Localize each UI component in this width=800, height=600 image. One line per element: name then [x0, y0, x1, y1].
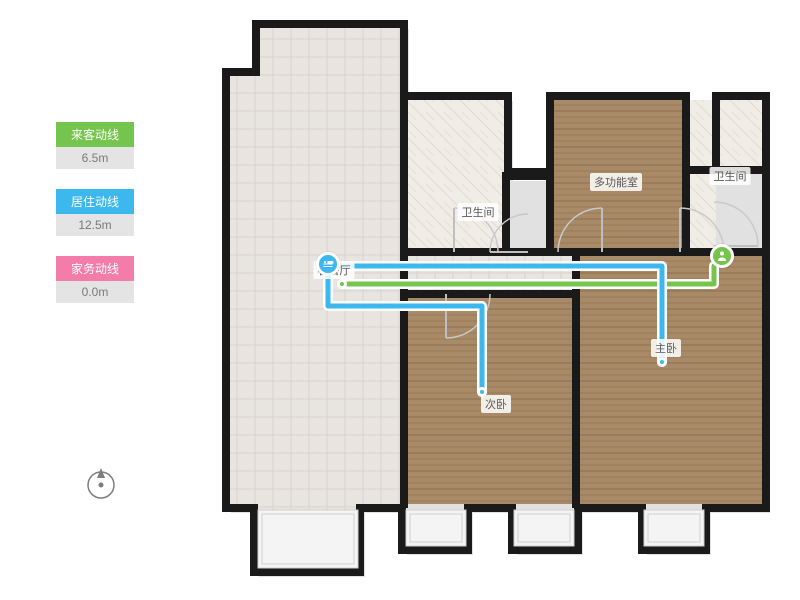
person-icon	[710, 244, 734, 268]
legend-item-housework: 家务动线 0.0m	[56, 256, 134, 303]
room-label: 卫生间	[458, 203, 499, 221]
legend: 来客动线 6.5m 居住动线 12.5m 家务动线 0.0m	[56, 122, 134, 323]
room-label: 次卧	[481, 395, 511, 413]
legend-label: 居住动线	[56, 189, 134, 214]
legend-value: 0.0m	[56, 281, 134, 303]
route-endpoint	[337, 279, 347, 289]
legend-label: 家务动线	[56, 256, 134, 281]
legend-item-living: 居住动线 12.5m	[56, 189, 134, 236]
room-label: 卫生间	[710, 167, 751, 185]
route-endpoint	[657, 357, 667, 367]
route-endpoint	[477, 387, 487, 397]
legend-value: 6.5m	[56, 147, 134, 169]
room-label: 主卧	[651, 339, 681, 357]
legend-item-guest: 来客动线 6.5m	[56, 122, 134, 169]
legend-label: 来客动线	[56, 122, 134, 147]
compass-icon	[84, 468, 118, 502]
room-label: 多功能室	[590, 173, 642, 191]
legend-value: 12.5m	[56, 214, 134, 236]
floor-plan: 客餐厅卫生间多功能室卫生间次卧主卧	[210, 12, 770, 588]
bed-icon	[316, 252, 340, 276]
